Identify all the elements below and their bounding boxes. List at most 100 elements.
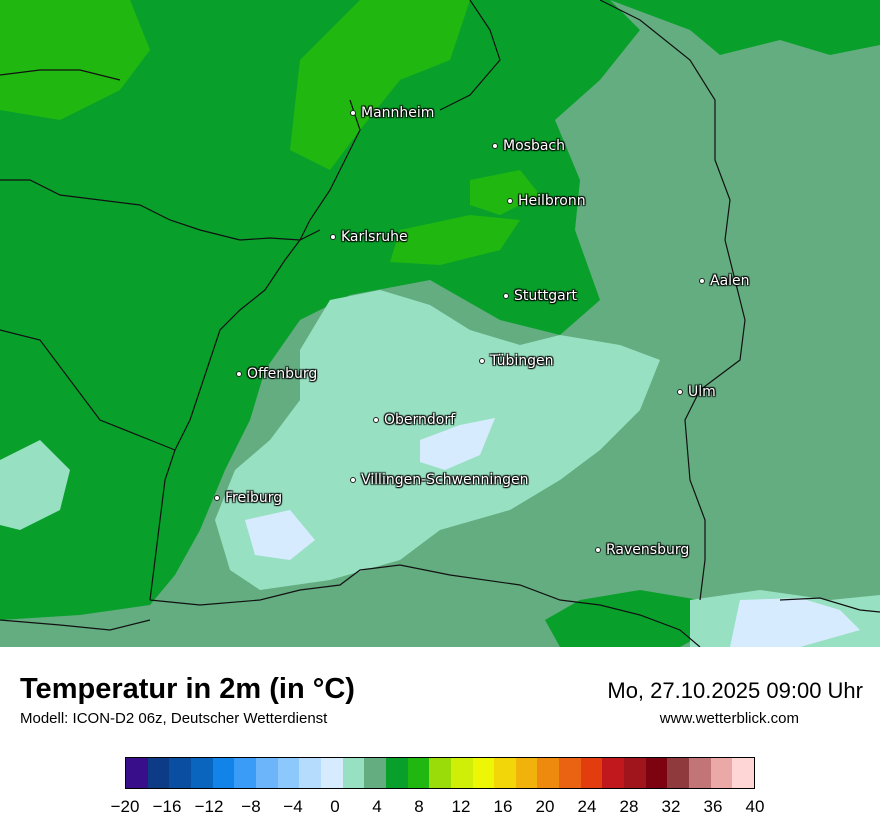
city-marker-oberndorf: Oberndorf: [373, 412, 455, 428]
city-dot: [479, 358, 485, 364]
legend-swatch: [580, 758, 603, 788]
border-lines: [0, 0, 880, 647]
legend-tick-label: 28: [619, 797, 639, 816]
field-12-16-mid: [390, 215, 520, 265]
city-marker-karlsruhe: Karlsruhe: [330, 229, 408, 245]
legend-swatch: [494, 758, 516, 788]
legend-swatch: [710, 758, 733, 788]
legend-swatch: [147, 758, 170, 788]
city-label: Mosbach: [503, 138, 565, 154]
city-dot: [492, 143, 498, 149]
city-marker-aalen: Aalen: [699, 273, 750, 289]
city-label: Aalen: [710, 273, 750, 289]
forecast-datetime: Mo, 27.10.2025 09:00 Uhr: [607, 678, 863, 703]
legend-swatch: [255, 758, 278, 788]
legend-swatch: [450, 758, 473, 788]
field-8-12: [0, 0, 640, 620]
legend-tick-label: 0: [330, 797, 340, 816]
legend-swatch: [407, 758, 430, 788]
city-marker-heilbronn: Heilbronn: [507, 193, 586, 209]
color-legend: [125, 757, 755, 789]
city-label: Offenburg: [247, 366, 318, 382]
field-minus4-0: [420, 418, 495, 470]
map-title: Temperatur in 2m (in °C): [20, 673, 355, 705]
legend-swatch: [320, 758, 343, 788]
legend-swatch: [689, 758, 711, 788]
city-marker-ravensburg: Ravensburg: [595, 542, 689, 558]
legend-tick-label: −12: [194, 797, 224, 816]
city-dot: [595, 547, 601, 553]
legend-swatch: [364, 758, 386, 788]
legend-swatch: [190, 758, 213, 788]
legend-swatch: [515, 758, 538, 788]
temperature-map: Mannheim Mosbach Heilbronn Karlsruhe Aal…: [0, 0, 880, 647]
city-label: Oberndorf: [384, 412, 456, 428]
field-12-16-heilbronn: [470, 170, 540, 215]
city-marker-mannheim: Mannheim: [350, 105, 434, 121]
website-credit: www.wetterblick.com: [659, 710, 799, 727]
legend-swatch: [299, 758, 321, 788]
legend-tick-label: −4: [283, 797, 303, 816]
city-dot: [236, 371, 242, 377]
map-footer: Temperatur in 2m (in °C) Modell: ICON-D2…: [0, 647, 880, 830]
legend-swatch: [429, 758, 451, 788]
legend-swatch: [624, 758, 646, 788]
legend-tick-label: −16: [152, 797, 182, 816]
legend-tick-label: 24: [577, 797, 597, 816]
city-label: Stuttgart: [514, 288, 577, 304]
field-8-12-ne: [610, 0, 880, 55]
city-dot: [350, 477, 356, 483]
field-0-4-west: [0, 440, 70, 530]
city-label: Heilbronn: [518, 193, 586, 209]
city-dot: [677, 389, 683, 395]
city-label: Mannheim: [361, 105, 435, 121]
legend-swatch: [537, 758, 560, 788]
model-info: Modell: ICON-D2 06z, Deutscher Wetterdie…: [20, 710, 328, 727]
city-label: Tübingen: [490, 353, 554, 369]
legend-tick-label: 40: [745, 797, 765, 816]
city-label: Villingen-Schwenningen: [361, 472, 529, 488]
legend-swatch: [602, 758, 625, 788]
legend-tick-label: 36: [703, 797, 723, 816]
legend-swatch: [126, 758, 148, 788]
city-label: Freiburg: [225, 490, 283, 506]
city-dot: [507, 198, 513, 204]
legend-swatch: [472, 758, 495, 788]
city-marker-mosbach: Mosbach: [492, 138, 565, 154]
city-marker-offenburg: Offenburg: [236, 366, 317, 382]
legend-tick-label: −8: [241, 797, 261, 816]
field-patch: [660, 270, 700, 310]
legend-swatch: [645, 758, 668, 788]
legend-tick-label: 8: [414, 797, 424, 816]
city-marker-freiburg: Freiburg: [214, 490, 282, 506]
city-marker-ulm: Ulm: [677, 384, 716, 400]
legend-swatch: [385, 758, 408, 788]
legend-tick-label: 4: [372, 797, 382, 816]
legend-swatch: [732, 758, 755, 788]
city-dot: [699, 278, 705, 284]
legend-tick-label: −20: [110, 797, 140, 816]
field-12-16-rhine: [290, 0, 470, 170]
field-minus4-0-south: [245, 510, 315, 560]
city-dot: [330, 234, 336, 240]
city-dot: [373, 417, 379, 423]
field-8-12-south: [545, 590, 720, 647]
city-label: Ravensburg: [606, 542, 690, 558]
city-label: Karlsruhe: [341, 229, 408, 245]
city-dot: [503, 293, 509, 299]
map-field: [0, 0, 880, 647]
legend-tick-label: 12: [451, 797, 471, 816]
city-marker-stuttgart: Stuttgart: [503, 288, 577, 304]
legend-swatch: [342, 758, 365, 788]
city-marker-tuebingen: Tübingen: [479, 353, 554, 369]
legend-swatch: [277, 758, 300, 788]
field-minus4-0-alps: [730, 598, 860, 647]
legend-swatch: [212, 758, 235, 788]
legend-swatch: [667, 758, 690, 788]
legend-swatch: [559, 758, 581, 788]
city-dot: [214, 495, 220, 501]
legend-tick-label: 20: [535, 797, 555, 816]
legend-tick-label: 32: [661, 797, 681, 816]
legend-swatch: [234, 758, 256, 788]
city-dot: [350, 110, 356, 116]
